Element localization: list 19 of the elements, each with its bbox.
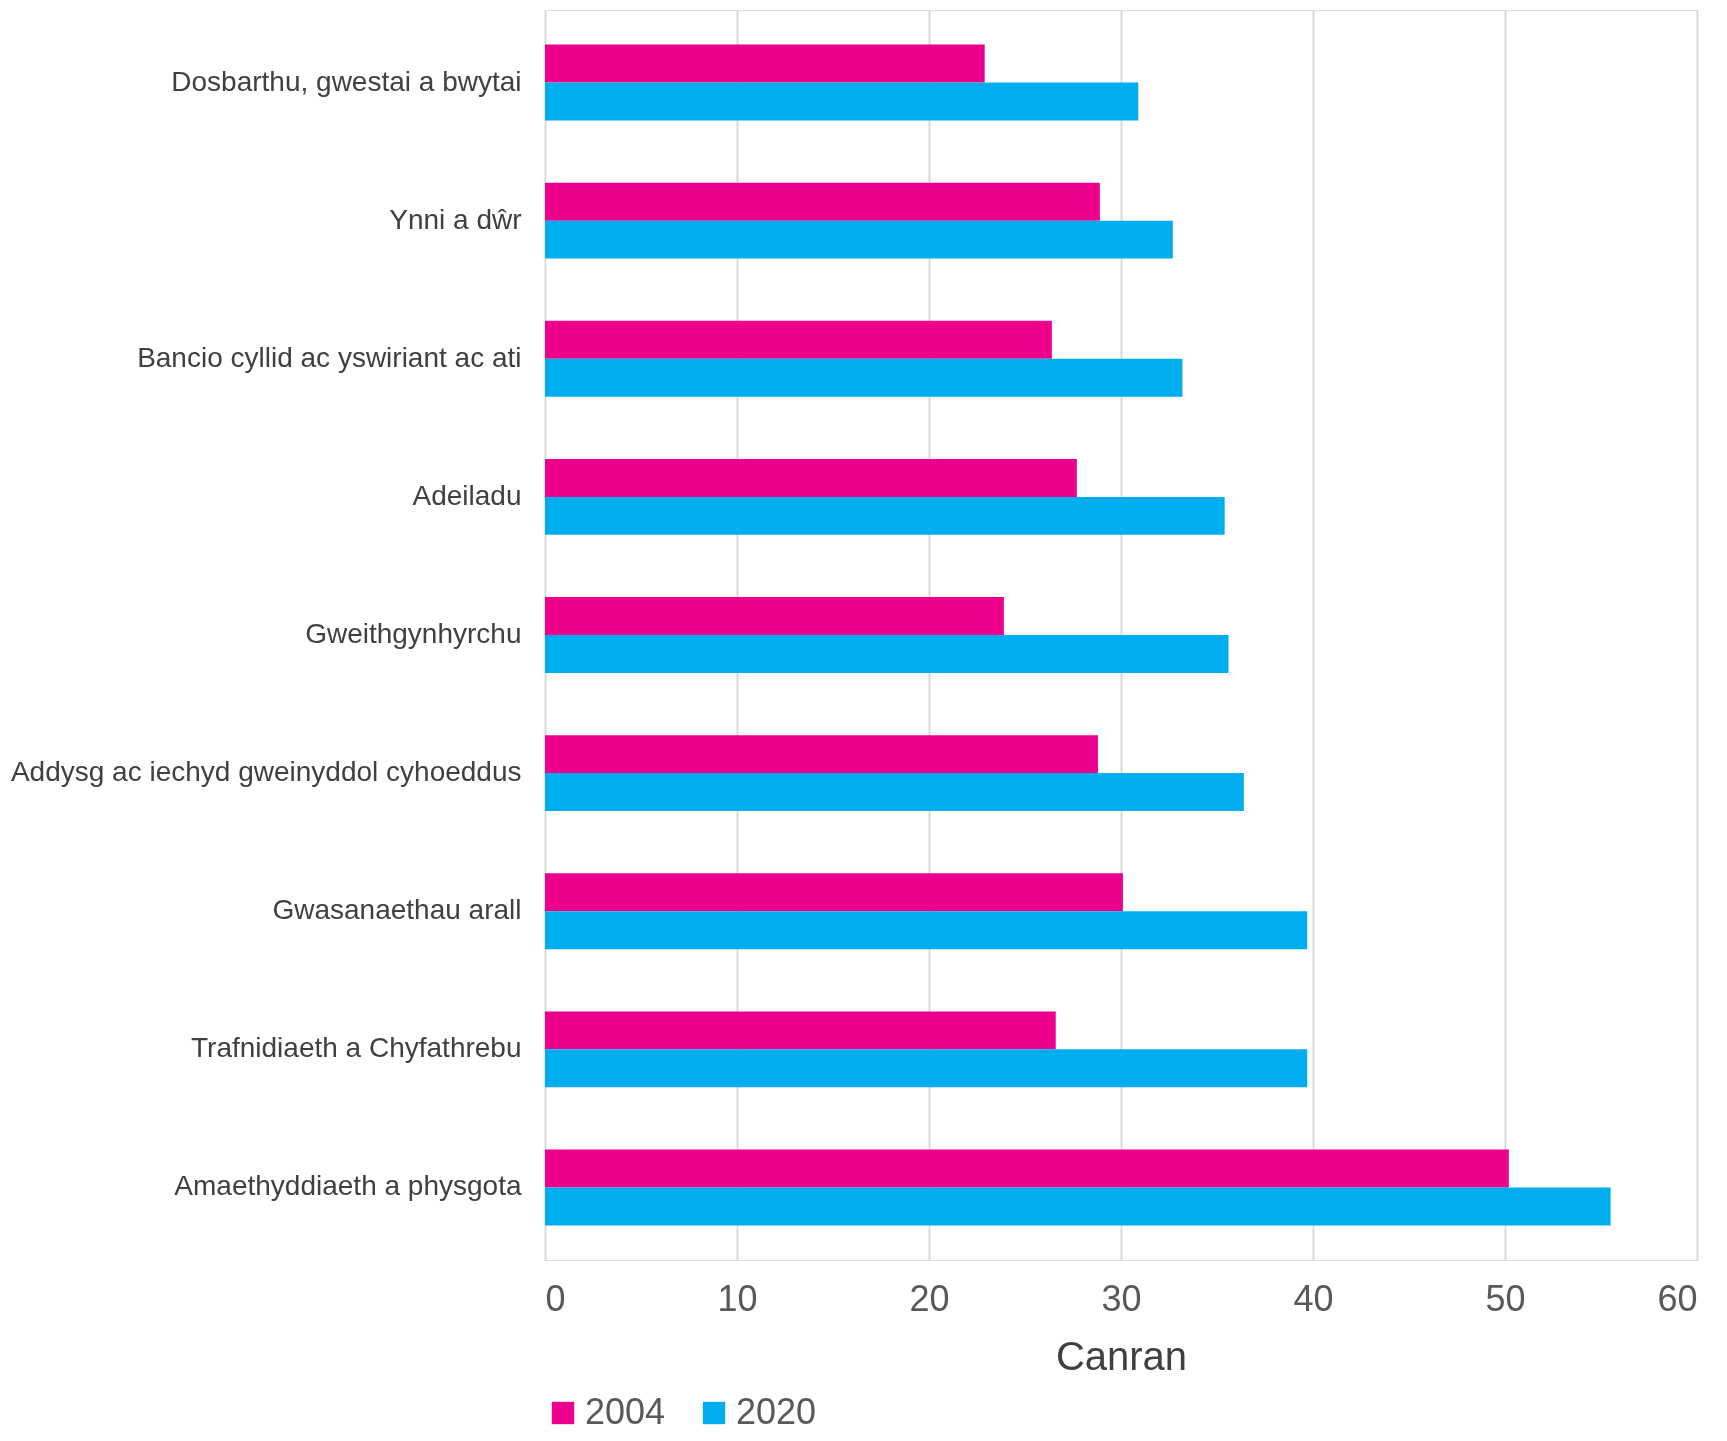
x-tick-label: 40 <box>1293 1277 1334 1319</box>
y-tick-label: Bancio cyllid ac yswiriant ac ati <box>137 341 522 373</box>
x-tick-label: 30 <box>1101 1277 1142 1319</box>
x-tick-label: 20 <box>909 1277 950 1319</box>
x-tick-label: 10 <box>717 1277 758 1319</box>
x-axis-title: Canran <box>1055 1333 1188 1378</box>
legend-label: 2020 <box>736 1391 817 1432</box>
legend-label: 2004 <box>585 1391 666 1432</box>
y-tick-label: Dosbarthu, gwestai a bwytai <box>171 65 522 97</box>
x-tick-label: 60 <box>1657 1277 1698 1319</box>
y-tick-label: Addysg ac iechyd gweinyddol cyhoeddus <box>10 756 522 788</box>
y-tick-label: Gweithgynhyrchu <box>305 618 522 649</box>
x-tick-label: 0 <box>545 1277 566 1319</box>
y-tick-label: Ynni a dŵr <box>389 203 522 235</box>
y-tick-label: Amaethyddiaeth a physgota <box>174 1170 522 1202</box>
y-tick-label: Trafnidiaeth a Chyfathrebu <box>191 1032 522 1064</box>
y-tick-label: Gwasanaethau arall <box>272 894 522 926</box>
x-tick-label: 50 <box>1485 1277 1526 1319</box>
y-tick-label: Adeiladu <box>412 479 522 511</box>
